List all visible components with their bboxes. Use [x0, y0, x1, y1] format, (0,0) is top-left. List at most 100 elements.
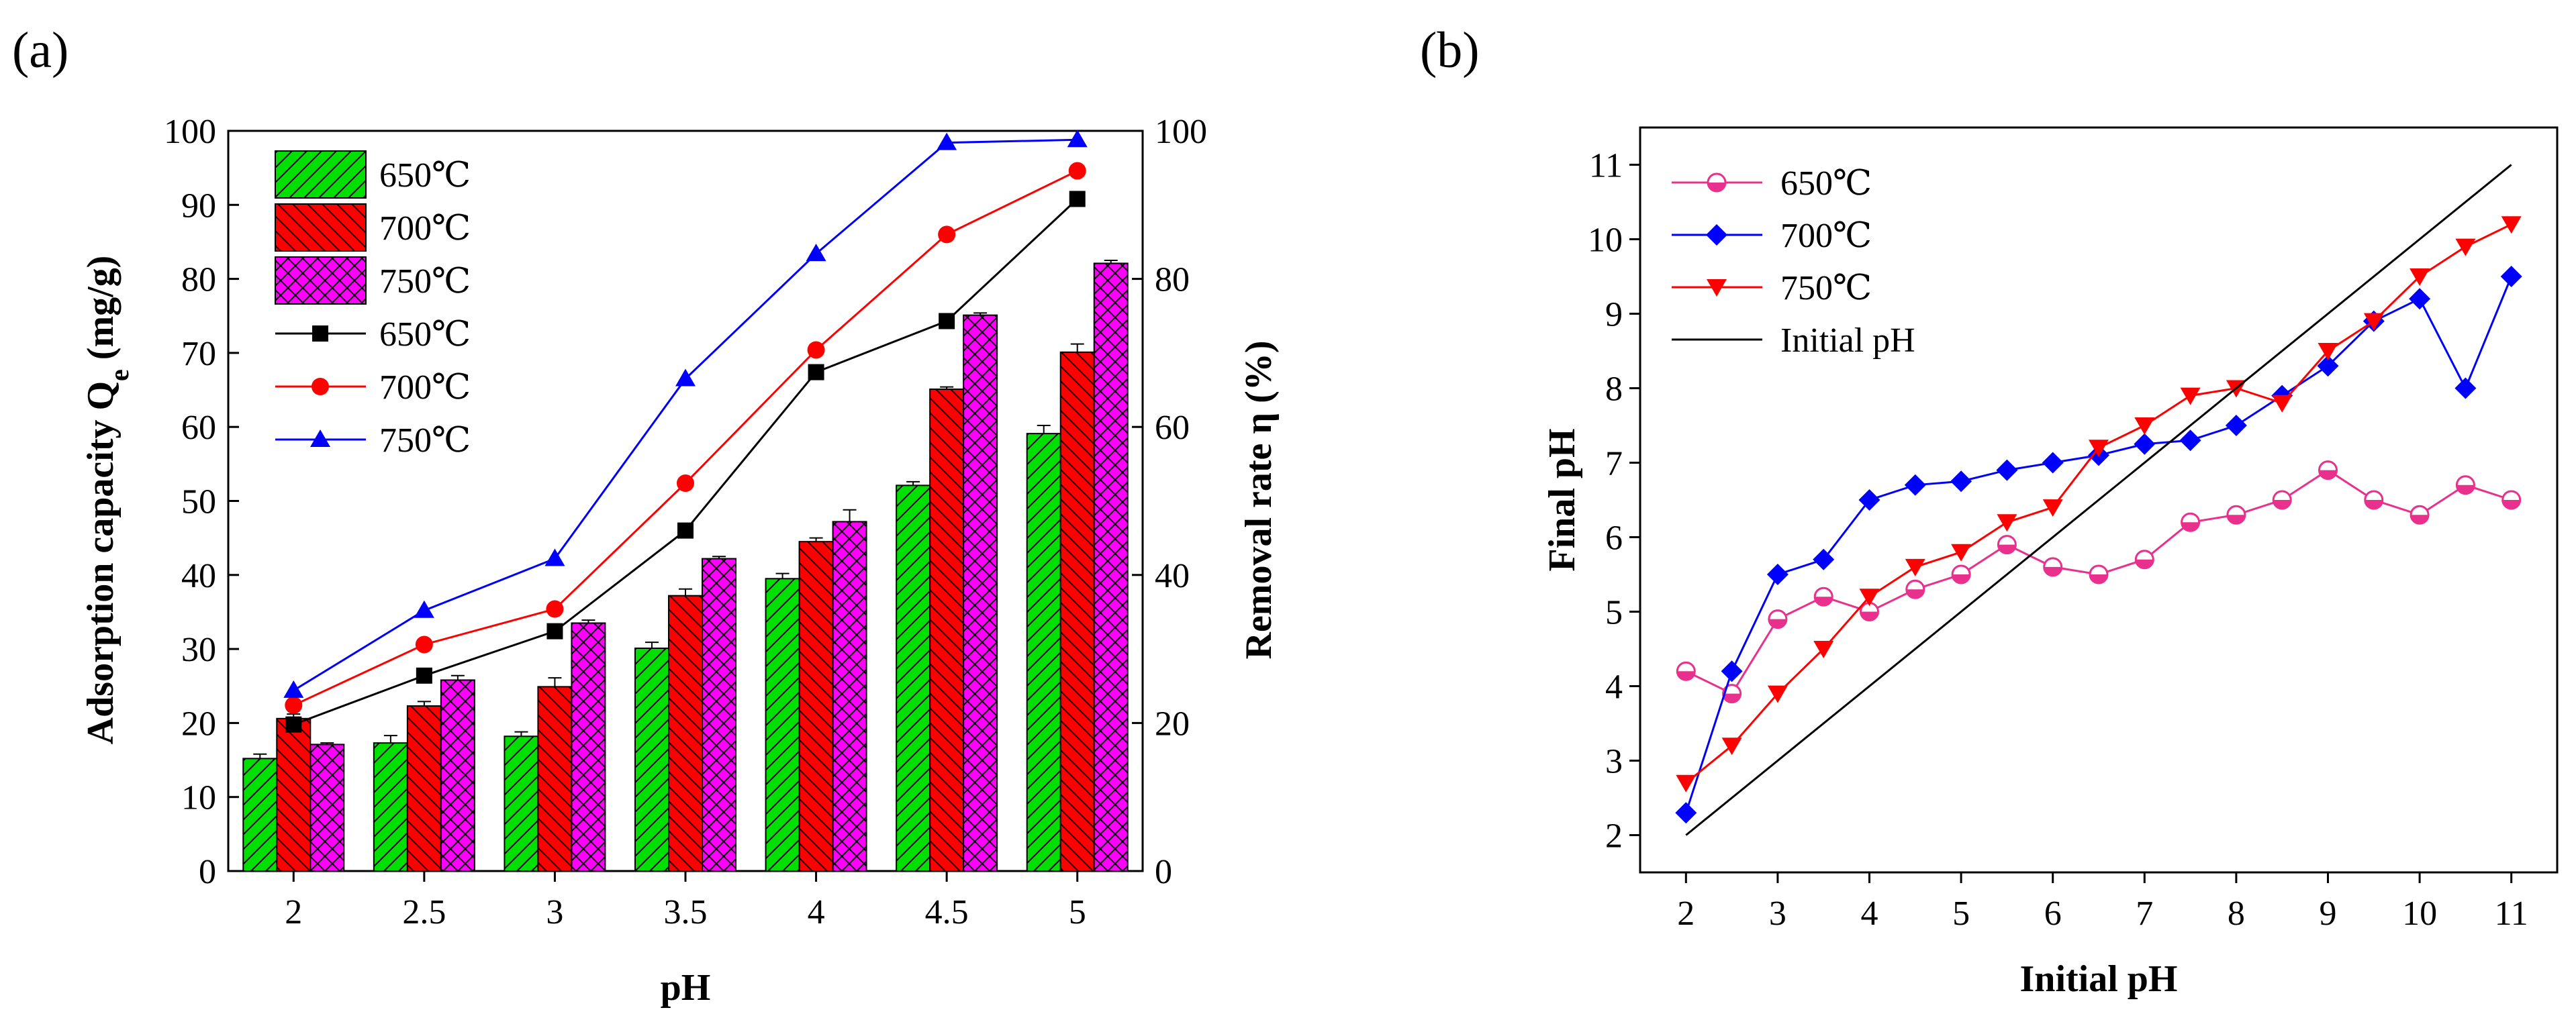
bar-750℃-3	[571, 622, 606, 872]
legend-marker-b-750-triangle-down	[1707, 279, 1727, 297]
bar-700℃-4	[798, 541, 834, 872]
point-square-4.5	[939, 313, 955, 329]
y-tick-label: 70	[181, 335, 216, 373]
y-tick-label: 10	[1588, 221, 1623, 260]
y-tick-label: 8	[1605, 370, 1623, 409]
legend-label-700-line: 700℃	[379, 368, 471, 407]
bar-700℃-2.5	[406, 705, 442, 872]
x-tick-label: 2	[285, 893, 302, 931]
point-triangle-down-10	[2410, 268, 2430, 286]
point-half-circle-2.5-fill	[1723, 693, 1741, 703]
legend-label-b-initial: Initial pH	[1780, 321, 1915, 360]
y-tick-label: 7	[1605, 445, 1623, 483]
point-circle-2	[285, 696, 303, 714]
y-tick-label: 50	[181, 483, 216, 521]
panel-b-lines	[1675, 164, 2522, 836]
legend-label-650-bar: 650℃	[379, 156, 471, 195]
point-triangle-down-4	[1859, 589, 1880, 607]
panel-b-xlabel: Initial pH	[2020, 958, 2178, 1000]
y-tick-label: 3	[1605, 743, 1623, 781]
bar-700℃-5	[1059, 351, 1095, 872]
point-triangle-down-9.5	[2363, 313, 2384, 331]
point-half-circle-2-fill	[1677, 671, 1695, 680]
point-square-2.5	[416, 667, 432, 684]
point-triangle-down-3.5	[1813, 641, 1834, 658]
bar-650℃-3.5	[634, 647, 669, 872]
point-half-circle-7-fill	[2136, 559, 2154, 568]
panel-b-ylabel: Final pH	[1541, 428, 1583, 571]
point-half-circle-5-fill	[1952, 574, 1970, 583]
x-tick-label: 10	[2402, 895, 2437, 933]
x-tick-label: 4.5	[925, 893, 969, 931]
legend-label-750-line: 750℃	[379, 421, 471, 460]
point-triangle-down-4.5	[1905, 558, 1925, 576]
panel-b-legend: 650℃ 700℃ 750℃ Initial pH	[1672, 164, 1915, 360]
point-half-circle-6.5-fill	[2090, 574, 2107, 583]
panel-a-ylabel-right: Removal rate η (%)	[1238, 341, 1280, 660]
point-square-5	[1069, 191, 1086, 207]
y-tick-label: 80	[181, 261, 216, 299]
point-triangle-up-2	[283, 680, 304, 698]
point-triangle-down-6.5	[2089, 440, 2109, 458]
y-right-tick-label: 40	[1155, 557, 1190, 595]
point-diamond-10	[2409, 288, 2431, 310]
point-half-circle-10-fill	[2411, 515, 2429, 524]
panel-a-xlabel: pH	[661, 967, 711, 1009]
point-diamond-4	[1858, 489, 1880, 511]
point-diamond-3	[1766, 564, 1788, 585]
bar-750℃-5	[1093, 262, 1129, 872]
panel-a-lines	[283, 130, 1088, 733]
point-half-circle-9.5-fill	[2365, 500, 2383, 509]
legend-label-700-bar: 700℃	[379, 209, 471, 248]
point-diamond-7.5	[2179, 429, 2201, 452]
point-triangle-down-2	[1676, 774, 1697, 793]
legend-label-650-line: 650℃	[379, 315, 471, 354]
point-triangle-up-2.5	[414, 600, 434, 618]
bar-700℃-3.5	[668, 595, 703, 872]
y-tick-label: 6	[1605, 519, 1623, 558]
point-diamond-5	[1950, 470, 1972, 493]
point-half-circle-3.5-fill	[1815, 597, 1833, 606]
point-triangle-down-7.5	[2180, 387, 2201, 405]
bar-700℃-3	[537, 686, 573, 872]
panel-b: (b) 2 3 4 5 6 7 8 9 10 11 2 3 4 5 6 7 8 9 10 11 650℃ 700℃ 7…	[1420, 22, 2559, 1000]
bar-750℃-2.5	[440, 679, 475, 872]
point-triangle-down-6	[2042, 499, 2063, 517]
x-tick-label: 3	[1769, 895, 1786, 933]
bar-750℃-2	[309, 744, 345, 872]
panel-b-axes: 2 3 4 5 6 7 8 9 10 11 2 3 4 5 6 7 8 9 10 11	[1588, 147, 2528, 933]
point-diamond-9	[2317, 355, 2339, 377]
y-tick-label: 100	[164, 113, 216, 151]
legend-label-750-bar: 750℃	[379, 262, 471, 301]
legend-marker-750-triangle	[310, 429, 330, 447]
point-half-circle-5.5-fill	[1998, 544, 2016, 554]
bar-650℃-4.5	[896, 485, 931, 872]
panel-a-ylabel: Adsorption capacity Qe (mg/g)	[80, 256, 134, 745]
point-half-circle-11-fill	[2502, 500, 2520, 509]
bar-650℃-2.5	[373, 742, 408, 872]
point-triangle-down-10.5	[2455, 238, 2476, 256]
point-circle-4	[807, 341, 825, 359]
panel-b-label: (b)	[1420, 22, 1480, 79]
point-diamond-2.5	[1721, 660, 1743, 682]
point-half-circle-7.5-fill	[2181, 522, 2199, 531]
x-tick-label: 3.5	[664, 893, 708, 931]
x-tick-label: 3	[546, 893, 563, 931]
point-half-circle-4-fill	[1860, 611, 1878, 621]
legend-marker-b-700-diamond	[1706, 224, 1727, 246]
point-square-2	[285, 716, 302, 733]
point-triangle-up-5	[1067, 130, 1088, 148]
panel-b-plot-frame	[1639, 126, 2559, 874]
point-triangle-down-5	[1951, 544, 1972, 562]
point-triangle-down-2.5	[1721, 737, 1742, 756]
panel-a-legend: 650℃ 700℃ 750℃ 650℃ 700℃ 750℃	[275, 150, 471, 460]
y-tick-label: 2	[1605, 817, 1623, 856]
point-circle-4.5	[938, 225, 956, 244]
point-circle-5	[1068, 162, 1086, 180]
y-right-tick-label: 80	[1155, 261, 1190, 299]
point-half-circle-3-fill	[1768, 619, 1786, 628]
x-tick-label: 6	[2044, 895, 2062, 933]
point-diamond-5.5	[1996, 459, 2018, 481]
legend-marker-700-circle	[312, 378, 329, 395]
